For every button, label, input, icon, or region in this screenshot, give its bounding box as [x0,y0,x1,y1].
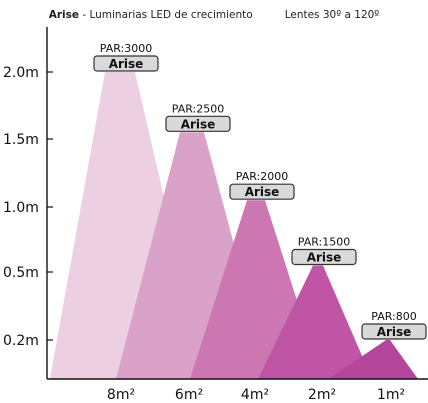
arise-badge-label: Arise [377,325,412,339]
par-label: PAR:800 [371,310,416,323]
x-tick-label: 2m² [308,387,336,403]
subtitle-label: - Luminarias LED de crecimiento [79,9,253,21]
light-cone-5 [328,340,418,379]
y-tick-label: 0.5m [3,265,39,281]
brand-label: Arise [49,9,79,21]
arise-badge-label: Arise [181,117,216,131]
x-tick-label: 1m² [377,387,405,403]
x-tick-label: 4m² [241,387,269,403]
arise-badge [93,55,159,72]
par-label: PAR:2000 [236,170,288,183]
arise-badge [165,115,231,132]
labels-layer: PAR:3000 Arise PAR:2500 Arise PAR:2000 Arise P… [93,42,427,340]
arise-badge [291,248,357,266]
y-tick-label: 2.0m [3,65,39,81]
y-tick-label: 0.2m [3,333,39,349]
y-tick-label: 1.5m [3,132,39,148]
peaks-layer [50,72,418,379]
par-label: PAR:3000 [100,42,152,55]
arise-badge [229,183,295,200]
arise-badge [361,323,427,340]
chart-header: Arise - Luminarias LED de crecimiento Len… [49,9,380,21]
arise-badge-label: Arise [245,185,280,199]
arise-badge-label: Arise [307,251,342,265]
axes-layer: 0.2m 0.5m 1.0m 1.5m 2.0m 8m² 6m² 4m² 2m² 1m² [3,27,428,403]
lens-label: Lentes 30º a 120º [285,9,380,21]
x-tick-label: 8m² [107,387,135,403]
y-tick-label: 1.0m [3,200,39,216]
par-label: PAR:1500 [298,236,350,249]
light-cone-4 [258,265,372,379]
par-label: PAR:2500 [172,102,224,115]
x-tick-label: 6m² [175,387,203,403]
arise-badge-label: Arise [109,57,144,71]
